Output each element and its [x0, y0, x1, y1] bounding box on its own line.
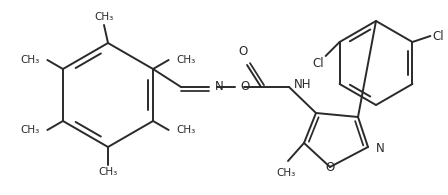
Text: NH: NH [294, 79, 311, 91]
Text: CH₃: CH₃ [20, 125, 39, 135]
Text: CH₃: CH₃ [276, 168, 296, 178]
Text: N: N [215, 81, 224, 93]
Text: CH₃: CH₃ [177, 125, 196, 135]
Text: Cl: Cl [312, 57, 323, 70]
Text: CH₃: CH₃ [177, 55, 196, 65]
Text: Cl: Cl [432, 29, 444, 43]
Text: N: N [376, 143, 385, 155]
Text: CH₃: CH₃ [20, 55, 39, 65]
Text: CH₃: CH₃ [99, 167, 118, 177]
Text: CH₃: CH₃ [95, 12, 114, 22]
Text: O: O [238, 45, 248, 58]
Text: O: O [325, 161, 335, 174]
Text: O: O [240, 81, 249, 93]
